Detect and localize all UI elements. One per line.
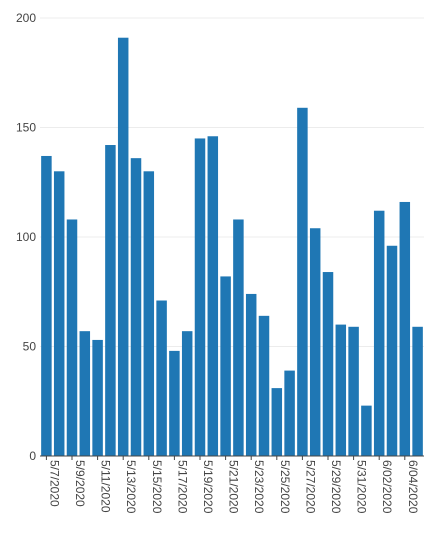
bar bbox=[373, 210, 385, 456]
bar bbox=[130, 158, 142, 456]
bar bbox=[41, 155, 52, 456]
x-tick-label: 5/29/2020 bbox=[329, 460, 343, 514]
bar bbox=[220, 276, 231, 456]
bar bbox=[92, 339, 103, 456]
x-tick-label: 5/17/2020 bbox=[175, 460, 189, 514]
bar bbox=[245, 293, 257, 456]
x-tick-label: 6/02/2020 bbox=[380, 460, 394, 514]
bar bbox=[322, 272, 334, 456]
x-tick-label: 5/9/2020 bbox=[73, 460, 87, 507]
bar bbox=[79, 331, 91, 456]
bar bbox=[284, 370, 295, 456]
bar bbox=[207, 136, 219, 456]
bar bbox=[169, 350, 180, 456]
bar bbox=[181, 331, 193, 456]
grid-lines bbox=[40, 17, 424, 347]
x-axis: 5/7/2020 5/9/2020 5/11/2020 5/13/2020 5/15/2… bbox=[40, 455, 424, 514]
bar bbox=[297, 107, 308, 456]
bar bbox=[194, 138, 206, 456]
bar bbox=[233, 219, 244, 456]
x-tick-label: 6/04/2020 bbox=[406, 460, 420, 514]
x-tick-label: 5/27/2020 bbox=[303, 460, 317, 514]
bar bbox=[412, 326, 423, 456]
bar bbox=[258, 315, 270, 456]
x-tick-label: 5/31/2020 bbox=[355, 460, 369, 514]
bar bbox=[53, 171, 65, 457]
x-tick-label: 5/25/2020 bbox=[278, 460, 292, 514]
bar bbox=[156, 300, 167, 456]
bar bbox=[117, 37, 129, 457]
bar bbox=[361, 405, 372, 456]
y-tick-label: 200 bbox=[16, 11, 36, 25]
x-tick-label: 5/19/2020 bbox=[201, 460, 215, 514]
bar bbox=[143, 171, 155, 457]
x-tick-label: 5/21/2020 bbox=[227, 460, 241, 514]
x-tick-label: 5/15/2020 bbox=[150, 460, 164, 514]
bar bbox=[386, 245, 398, 456]
bar bbox=[348, 326, 359, 456]
y-tick-label: 50 bbox=[23, 340, 37, 354]
x-tick-label: 5/23/2020 bbox=[252, 460, 266, 514]
bar bbox=[335, 324, 347, 456]
bar bbox=[399, 201, 411, 456]
bars bbox=[41, 37, 423, 457]
bar bbox=[309, 228, 321, 456]
bar bbox=[271, 388, 283, 456]
bar bbox=[66, 219, 78, 456]
y-tick-label: 0 bbox=[29, 449, 36, 463]
y-tick-label: 100 bbox=[16, 230, 36, 244]
y-axis: 0 50 100 150 200 bbox=[16, 11, 36, 463]
x-tick-label: 5/13/2020 bbox=[124, 460, 138, 514]
bar bbox=[105, 145, 116, 456]
x-tick-label: 5/7/2020 bbox=[47, 460, 61, 507]
y-tick-label: 150 bbox=[16, 121, 36, 135]
x-tick-label: 5/11/2020 bbox=[99, 460, 113, 513]
